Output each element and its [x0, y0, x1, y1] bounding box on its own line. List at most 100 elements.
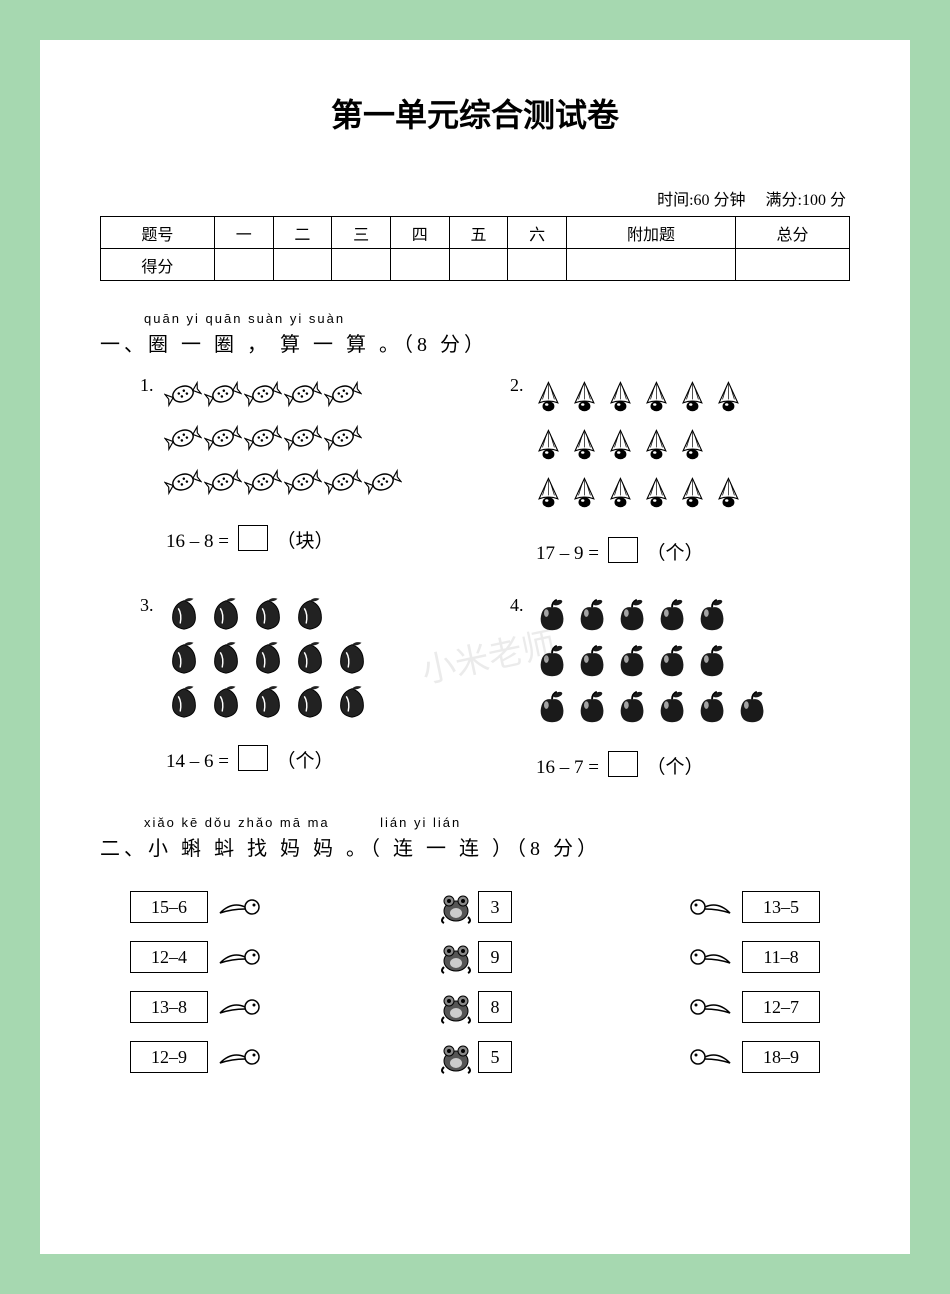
icon-row [164, 595, 374, 637]
shuttle-icon [642, 375, 676, 417]
unit-label: （个） [646, 757, 703, 778]
candy-icon [244, 463, 282, 501]
time-label: 时间:60 分钟 [657, 192, 745, 209]
expr-box: 11–8 [742, 941, 820, 973]
tadpole-icon [686, 941, 736, 973]
frog-icon [438, 889, 474, 925]
blank-cell [273, 249, 332, 281]
peach-icon [164, 595, 204, 633]
peach-icon [290, 639, 330, 677]
apple-icon [574, 595, 612, 635]
expr-box: 13–8 [130, 991, 208, 1023]
question-number: 4. [510, 595, 524, 616]
tadpole-icon [686, 1041, 736, 1073]
peach-icon [248, 639, 288, 677]
equation: 16 – 7 = （个） [536, 751, 840, 779]
answer-blank[interactable] [238, 525, 268, 551]
equation: 16 – 8 = （块） [166, 525, 470, 553]
section2-head: xiǎo kē dǒu zhǎo mā ma lián yi lián 二、小 … [100, 815, 850, 861]
right-cell: 12–7 [620, 991, 820, 1023]
left-cell: 12–9 [130, 1041, 330, 1073]
shuttle-icon [606, 471, 640, 513]
meta-line: 时间:60 分钟 满分:100 分 [100, 186, 850, 210]
answer-blank[interactable] [238, 745, 268, 771]
apple-icon [694, 595, 732, 635]
expr-box: 18–9 [742, 1041, 820, 1073]
equation-text: 17 – 9 = [536, 543, 599, 564]
peach-icon [248, 683, 288, 721]
peach-icon [164, 639, 204, 677]
frog-icon [438, 989, 474, 1025]
mid-cell: 5 [395, 1039, 555, 1075]
h6: 六 [508, 217, 567, 249]
tadpole-icon [686, 991, 736, 1023]
page-title: 第一单元综合测试卷 [100, 90, 850, 136]
mid-cell: 3 [395, 889, 555, 925]
answer-box: 8 [478, 991, 512, 1023]
icon-row [534, 471, 750, 517]
peach-icon [206, 595, 246, 633]
equation: 17 – 9 = （个） [536, 537, 840, 565]
answer-box: 3 [478, 891, 512, 923]
candy-icon [244, 419, 282, 457]
apple-icon [694, 687, 732, 727]
blank-cell [214, 249, 273, 281]
section1-pinyin: quān yi quān suàn yi suàn [144, 311, 850, 326]
candy-icon [204, 375, 242, 413]
shuttle-icon [534, 375, 568, 417]
icon-group [534, 375, 750, 519]
peach-icon [164, 683, 204, 721]
worksheet-page: 第一单元综合测试卷 时间:60 分钟 满分:100 分 题号 一 二 三 四 五… [40, 40, 910, 1254]
shuttle-icon [570, 423, 604, 465]
answer-blank[interactable] [608, 537, 638, 563]
apple-icon [574, 687, 612, 727]
icon-row [164, 639, 374, 681]
question-item: 4. 16 – 7 = （个） [510, 595, 840, 779]
frog-icon [438, 939, 474, 975]
frog-icon [438, 1039, 474, 1075]
section1-cn: 一、圈 一 圈 ， 算 一 算 。（8 分） [100, 328, 850, 357]
shuttle-icon [606, 423, 640, 465]
tadpole-icon [214, 991, 264, 1023]
h1: 一 [214, 217, 273, 249]
question-item: 2. 17 – 9 = （个） [510, 375, 840, 565]
left-cell: 12–4 [130, 941, 330, 973]
answer-box: 5 [478, 1041, 512, 1073]
tadpole-icon [214, 891, 264, 923]
candy-icon [244, 375, 282, 413]
row2-label: 得分 [101, 249, 215, 281]
expr-box: 15–6 [130, 891, 208, 923]
candy-icon [164, 463, 202, 501]
apple-icon [534, 595, 572, 635]
equation-text: 16 – 8 = [166, 531, 229, 552]
blank-cell [390, 249, 449, 281]
right-cell: 11–8 [620, 941, 820, 973]
peach-icon [332, 683, 372, 721]
icon-row [534, 641, 774, 685]
icon-row [164, 419, 404, 461]
candy-icon [324, 375, 362, 413]
peach-icon [248, 595, 288, 633]
expr-box: 12–4 [130, 941, 208, 973]
right-cell: 13–5 [620, 891, 820, 923]
answer-blank[interactable] [608, 751, 638, 777]
unit-label: （个） [276, 751, 333, 772]
unit-label: （块） [276, 531, 333, 552]
question-grid: 1. 16 – 8 = （块） 2. 17 – 9 = （个） 3. 14 – … [100, 375, 850, 779]
candy-icon [284, 463, 322, 501]
candy-icon [324, 463, 362, 501]
peach-icon [206, 639, 246, 677]
apple-icon [534, 641, 572, 681]
expr-box: 12–9 [130, 1041, 208, 1073]
candy-icon [204, 463, 242, 501]
icon-row [164, 683, 374, 725]
shuttle-icon [714, 375, 748, 417]
apple-icon [654, 687, 692, 727]
blank-cell [508, 249, 567, 281]
icon-row [164, 463, 404, 505]
section1-head: quān yi quān suàn yi suàn 一、圈 一 圈 ， 算 一 … [100, 311, 850, 357]
shuttle-icon [678, 375, 712, 417]
expr-box: 12–7 [742, 991, 820, 1023]
peach-icon [290, 683, 330, 721]
peach-icon [290, 595, 330, 633]
